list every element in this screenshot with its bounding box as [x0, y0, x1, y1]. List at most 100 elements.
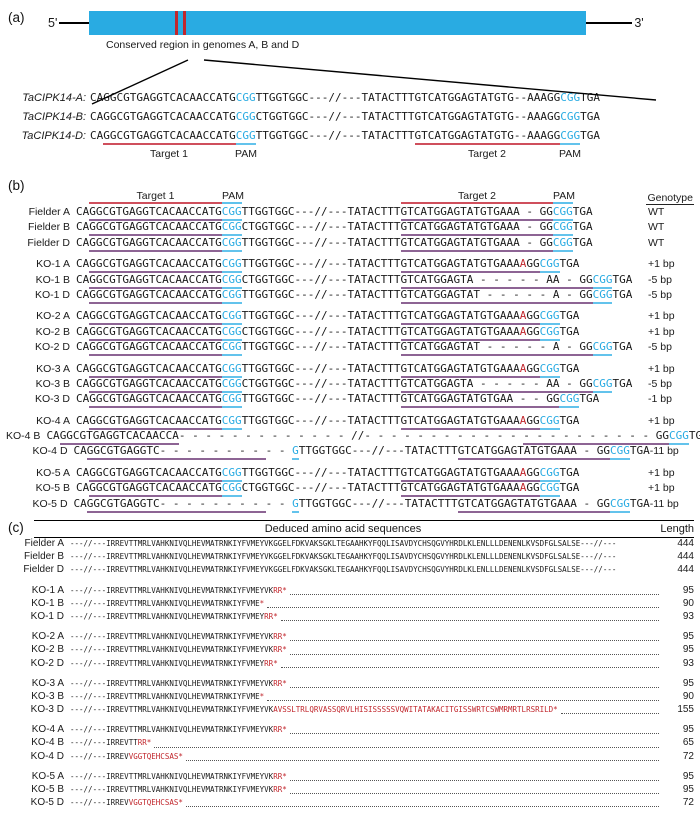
- row-label: KO-3 D: [30, 704, 64, 716]
- sequence-segment: - -: [265, 444, 293, 458]
- sequence-segment: A: [519, 361, 527, 378]
- length-value: 444: [677, 538, 694, 550]
- sequence-segment: GGCGTGAGGTCACAACCATG: [89, 481, 222, 498]
- row-label: KO-2 A: [36, 310, 70, 323]
- sequence-segment: CTGGTGGC---//---TATACTTT: [241, 324, 401, 338]
- sequence-segment: TGA: [579, 392, 600, 406]
- row-label: Fielder A: [24, 538, 64, 550]
- sequence-segment: ---//---IRREVTTMRLVAHKNIVQLHEVMATRNKIYFV…: [70, 691, 260, 701]
- sequence-segment: GTCATGGAGTATGTGAAA: [400, 361, 520, 378]
- sequence-row: Fielder B ---//---IRREVTTMRLVAHKNIVQLHEVM…: [6, 551, 694, 564]
- sequence-segment: TGA: [572, 220, 593, 234]
- panel-b-sequences: Fielder A CAGGCGTGAGGTCACAACCATGCGGTTGGTG…: [6, 205, 700, 513]
- sequence-segment: GGCGTGAGGTCACAACCATG: [89, 309, 222, 326]
- sequence-segment: CGG: [221, 220, 242, 237]
- sequence-segment: - - - - - - - -: [159, 496, 266, 513]
- genotype-value: -11 bp: [649, 497, 679, 510]
- sequence-segment: CGG: [221, 324, 242, 341]
- sequence-segment: CA: [76, 324, 90, 338]
- sequence-group: KO-5 A CAGGCGTGAGGTCACAACCATGCGGTTGGTGGC-…: [6, 465, 694, 513]
- sequence-row: KO-5 D CAGGCGTGAGGTC- - - - - - - - - - G…: [6, 496, 694, 513]
- sequence-segment: TGA: [572, 235, 593, 249]
- sequence-row: KO-1 B ---//---IRREVTTMRLVAHKNIVQLHEVMATR…: [6, 598, 694, 611]
- row-label: KO-2 B: [35, 325, 70, 338]
- sequence-row: KO-4 A CAGGCGTGAGGTCACAACCATGCGGTTGGTGGC-…: [6, 413, 694, 430]
- amino-acid-sequence: ---//---IRREVTTMRLVAHKNIVQLHEVMATRNKIYFV…: [70, 539, 616, 548]
- sequence-segment: CGG: [592, 287, 613, 304]
- sequence-row: KO-1 A CAGGCGTGAGGTCACAACCATGCGGTTGGTGGC-…: [6, 257, 694, 274]
- pam2-header: PAM: [553, 190, 575, 204]
- sequence-segment: GG: [526, 309, 540, 326]
- sequence-segment: GTCATGGAGTA - - - - - AA - GG: [400, 272, 593, 289]
- dna-sequence: CAGGCGTGAGGTCACAACCATGCGGTTGGTGGC---//--…: [76, 465, 579, 482]
- length-value: 444: [677, 564, 694, 576]
- sequence-segment: CGG: [221, 235, 242, 252]
- sequence-segment: TTGGTGGC---//---TATACTTT: [241, 413, 401, 427]
- sequence-segment: VGGTQEHCSAS*: [128, 798, 183, 808]
- sequence-segment: GTCATGGAGTATGTGAAA - GG: [400, 220, 553, 237]
- sequence-segment: TGA: [612, 287, 633, 301]
- dotted-leader: [280, 666, 659, 668]
- sequence-row: Fielder A ---//---IRREVTTMRLVAHKNIVQLHEVM…: [6, 538, 694, 551]
- amino-acid-sequence: ---//---IRREVTTMRLVAHKNIVQLHEVMATRNKIYFV…: [70, 565, 616, 574]
- sequence-row: KO-4 A ---//---IRREVTTMRLVAHKNIVQLHEVMATR…: [6, 724, 694, 737]
- sequence-segment: CA: [76, 481, 90, 495]
- sequence-segment: - - - - - - - - - - - - - //- - - - - - …: [178, 429, 524, 443]
- dna-sequence: CAGGCGTGAGGTC- - - - - - - - - - GTTGGTG…: [74, 444, 650, 461]
- row-label: KO-2 D: [34, 341, 70, 354]
- sequence-segment: CGG: [592, 272, 613, 289]
- sequence-segment: TTGGTGGC---//---TATACTTT: [241, 340, 401, 354]
- sequence-segment: GG: [526, 465, 540, 482]
- sequence-segment: GGCGTGAGGTCACAACCATG: [89, 235, 222, 252]
- sequence-segment: - -: [265, 496, 293, 510]
- sequence-row: TaCIPK14-A: CAGGCGTGAGGTCACAACCATGCGGTTGG…: [6, 91, 694, 110]
- sequence-row: TaCIPK14-D: CAGGCGTGAGGTCACAACCATGCGGTTGG…: [6, 129, 694, 148]
- sequence-group: KO-4 A CAGGCGTGAGGTCACAACCATGCGGTTGGTGGC-…: [6, 413, 700, 461]
- dna-sequence: CAGGCGTGAGGTCACAACCATGCGGCTGGTGGC---//--…: [76, 481, 579, 498]
- genotype-value: +1 bp: [648, 482, 675, 495]
- amino-acid-sequence: ---//---IRREVVGGTQEHCSAS*: [70, 752, 183, 761]
- sequence-segment: RR*: [273, 771, 287, 781]
- sequence-group: KO-1 A CAGGCGTGAGGTCACAACCATGCGGTTGGTGGC-…: [6, 257, 694, 304]
- target1-header: Target 1: [89, 190, 222, 204]
- sequence-segment: GGCGTGAGGTCACAACCATG: [89, 324, 222, 341]
- amino-acid-header: Deduced amino acid sequences: [264, 523, 422, 536]
- sequence-group: KO-3 A CAGGCGTGAGGTCACAACCATGCGGTTGGTGGC-…: [6, 361, 694, 409]
- sequence-segment: GG: [526, 324, 540, 341]
- sequence-segment: TGA: [580, 91, 600, 104]
- row-label: KO-3 B: [31, 690, 64, 702]
- sequence-segment: GGCGTGAGGTC: [86, 496, 160, 513]
- genotype-value: -5 bp: [648, 288, 672, 301]
- row-label: KO-4 B: [6, 430, 41, 443]
- sequence-segment: GTCATGGAGTAT - - - - - A - GG: [400, 287, 593, 304]
- sequence-segment: TTGGTGGC---//---TATACTTT: [255, 129, 415, 142]
- amino-acid-sequence: ---//---IRREVTTMRLVAHKNIVQLHEVMATRNKIYFV…: [70, 552, 616, 561]
- amino-acid-sequence: ---//---IRREVTTMRLVAHKNIVQLHEVMATRNKIYFV…: [70, 725, 287, 734]
- sequence-segment: GGCGTGAGGTCACAACCATG: [89, 465, 222, 482]
- sequence-group: KO-3 A ---//---IRREVTTMRLVAHKNIVQLHEVMATR…: [6, 678, 694, 718]
- row-label: KO-5 A: [31, 770, 64, 782]
- sequence-row: KO-4 B CAGGCGTGAGGTCACAACCA- - - - - - - …: [6, 429, 700, 446]
- genotype-value: +1 bp: [648, 258, 675, 271]
- length-value: 90: [682, 690, 694, 702]
- genotype-value: WT: [648, 221, 665, 234]
- panel-b: (b) Target 1 PAM Target 2 PAM Genotype F…: [6, 178, 700, 513]
- sequence-segment: TGA: [559, 309, 580, 323]
- sequence-group: Fielder A ---//---IRREVTTMRLVAHKNIVQLHEVM…: [6, 538, 694, 578]
- dotted-leader: [280, 620, 659, 622]
- length-value: 65: [682, 737, 694, 749]
- pam1-label: PAM: [235, 148, 257, 160]
- sequence-segment: CA: [76, 272, 90, 286]
- sequence-segment: CTGGTGGC---//---TATACTTT: [241, 220, 401, 234]
- sequence-segment: A: [519, 481, 527, 498]
- sequence-segment: GGCGTGAGGTCACAACCATG: [89, 376, 222, 393]
- panel-b-header: Target 1 PAM Target 2 PAM Genotype: [76, 178, 694, 205]
- panel-a-sequences: TaCIPK14-A: CAGGCGTGAGGTCACAACCATGCGGTTGG…: [6, 91, 694, 148]
- sequence-segment: - - - - - - - -: [159, 444, 266, 461]
- dna-sequence: CAGGCGTGAGGTCACAACCATGCGGTTGGTGGC---//--…: [90, 129, 600, 145]
- length-value: 95: [682, 724, 694, 736]
- sequence-segment: CGG: [221, 361, 242, 378]
- dotted-leader: [560, 713, 659, 715]
- sequence-segment: RR*: [273, 678, 287, 688]
- row-label: Fielder D: [23, 564, 64, 576]
